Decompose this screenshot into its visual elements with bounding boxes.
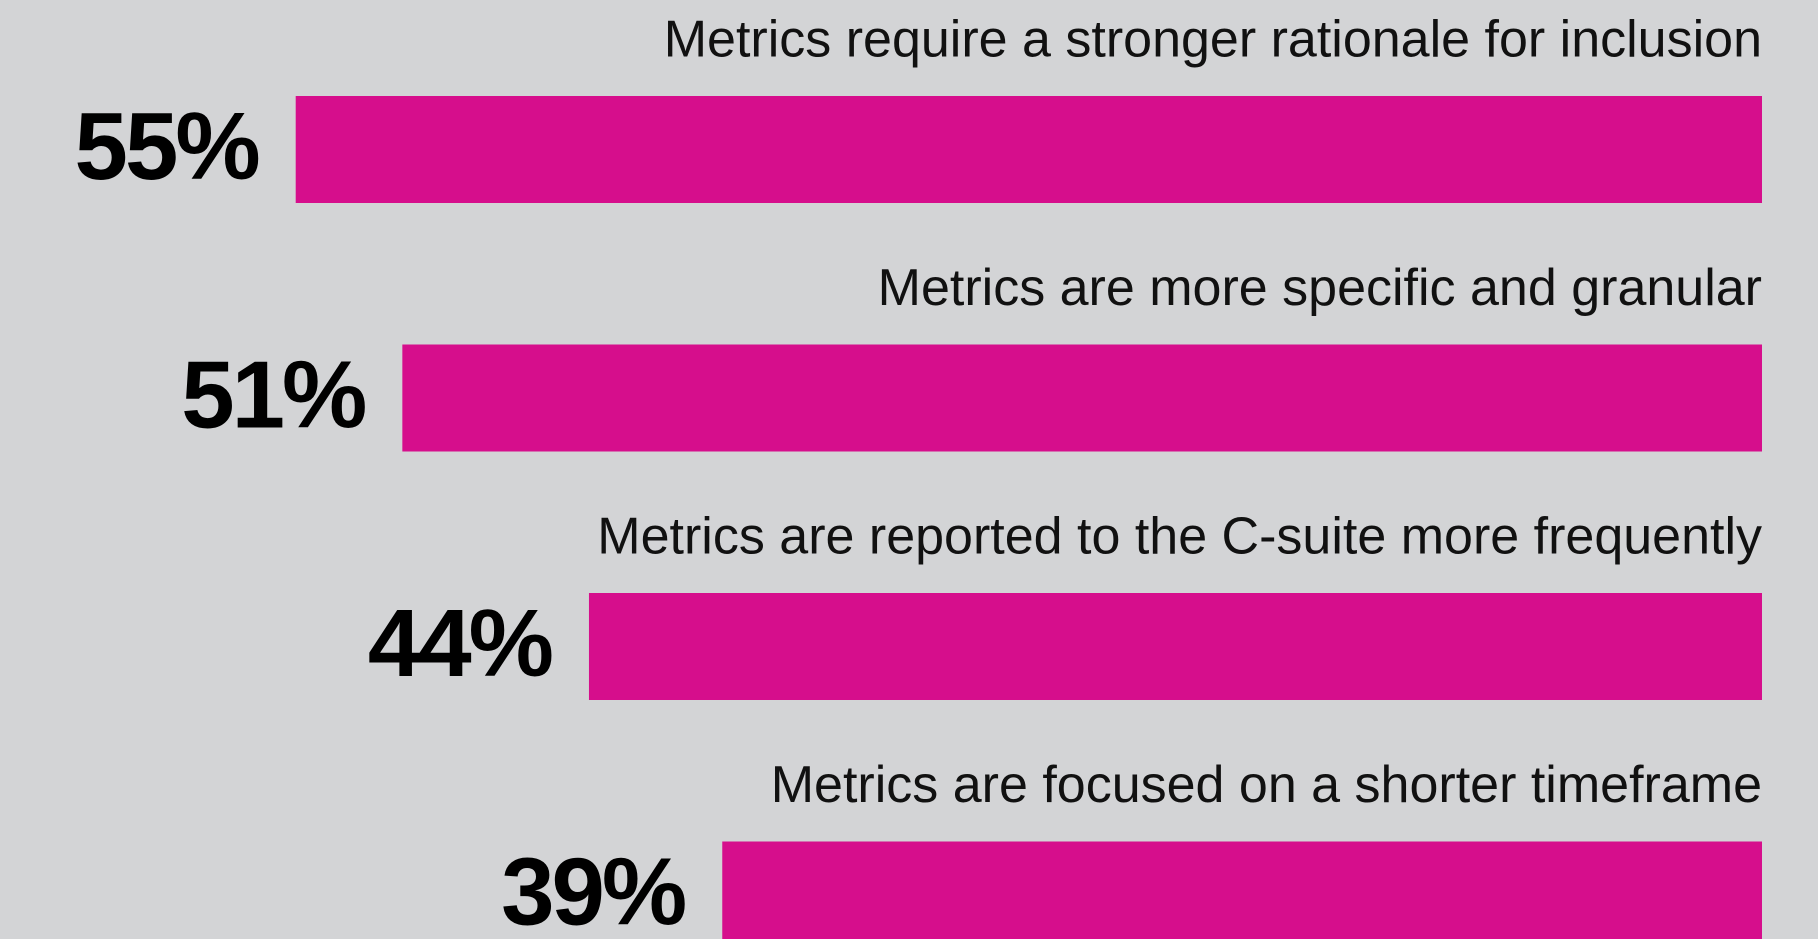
bar xyxy=(295,96,1763,203)
category-label: Metrics require a stronger rationale for… xyxy=(664,11,1762,69)
value-label: 39% xyxy=(501,838,685,939)
category-label: Metrics are reported to the C-suite more… xyxy=(597,508,1762,566)
value-label: 44% xyxy=(368,590,552,697)
bar xyxy=(402,344,1763,452)
bar xyxy=(722,841,1762,939)
category-label: Metrics are focused on a shorter timefra… xyxy=(771,756,1762,814)
category-label: Metrics are more specific and granular xyxy=(878,259,1762,317)
value-label: 51% xyxy=(181,341,365,448)
bar xyxy=(588,593,1763,700)
value-label: 55% xyxy=(75,93,259,200)
